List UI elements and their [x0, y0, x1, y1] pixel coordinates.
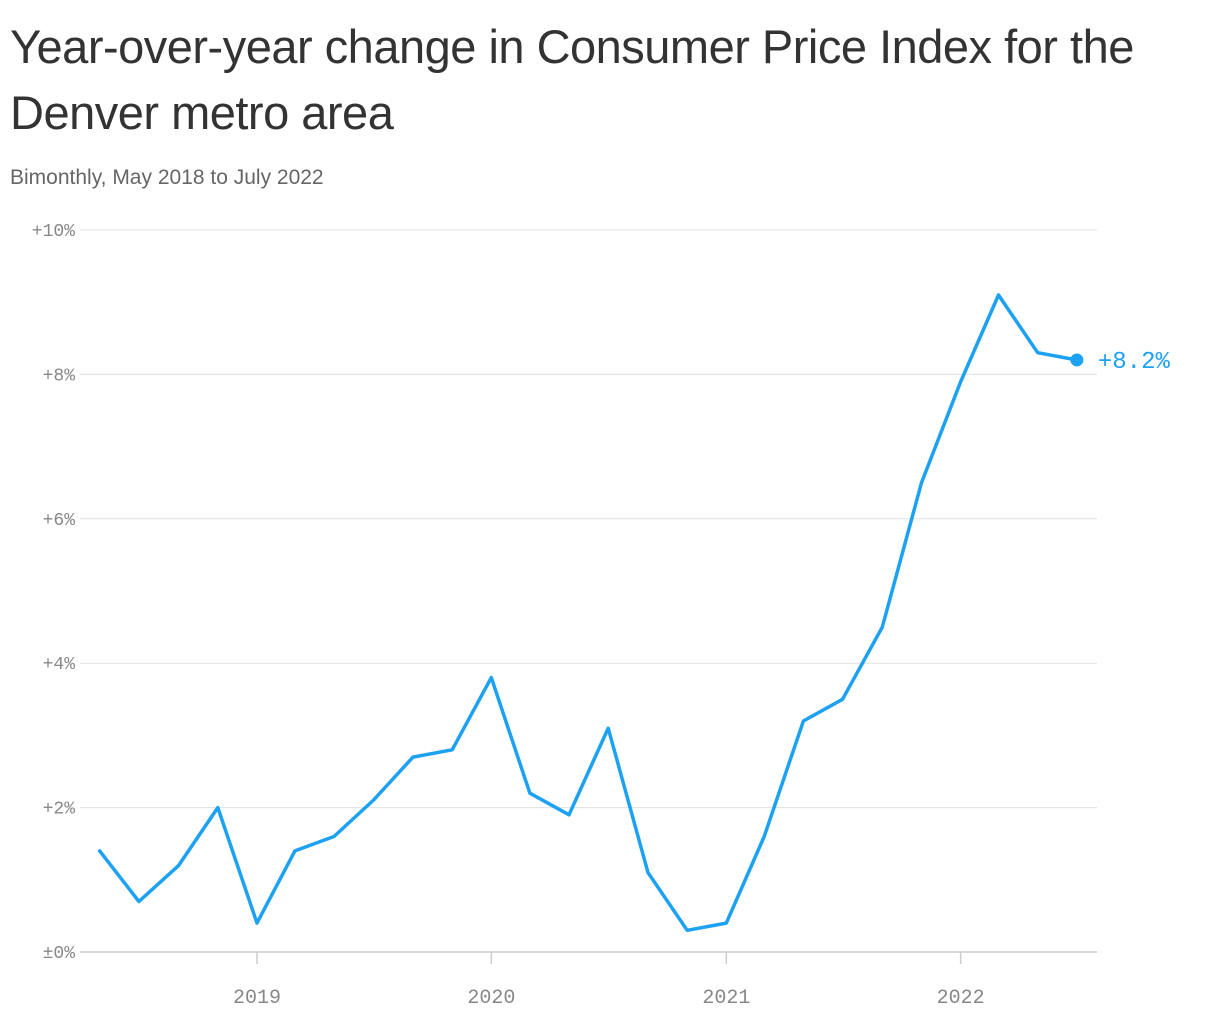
y-tick-label: +2% [43, 800, 76, 820]
x-tick-label: 2021 [702, 987, 750, 1010]
end-point-marker [1070, 353, 1084, 367]
y-tick-label: ±0% [43, 944, 76, 964]
end-point-label: +8.2% [1098, 349, 1171, 376]
y-tick-label: +8% [43, 366, 76, 386]
x-tick-label: 2022 [937, 987, 985, 1010]
x-tick-label: 2019 [233, 987, 281, 1010]
gridlines [80, 229, 1097, 953]
chart-title: Year-over-year change in Consumer Price … [10, 20, 1134, 139]
y-axis-ticks: ±0% +2% +4% +6% +8% +10% [32, 222, 75, 964]
series-line [97, 293, 1079, 933]
x-axis-ticks: 2019 2020 2021 2022 [233, 952, 985, 1010]
chart-subtitle: Bimonthly, May 2018 to July 2022 [10, 166, 324, 189]
y-tick-label: +10% [32, 222, 75, 242]
y-tick-label: +6% [43, 511, 76, 531]
x-tick-label: 2020 [467, 987, 515, 1010]
y-tick-label: +4% [43, 655, 76, 675]
